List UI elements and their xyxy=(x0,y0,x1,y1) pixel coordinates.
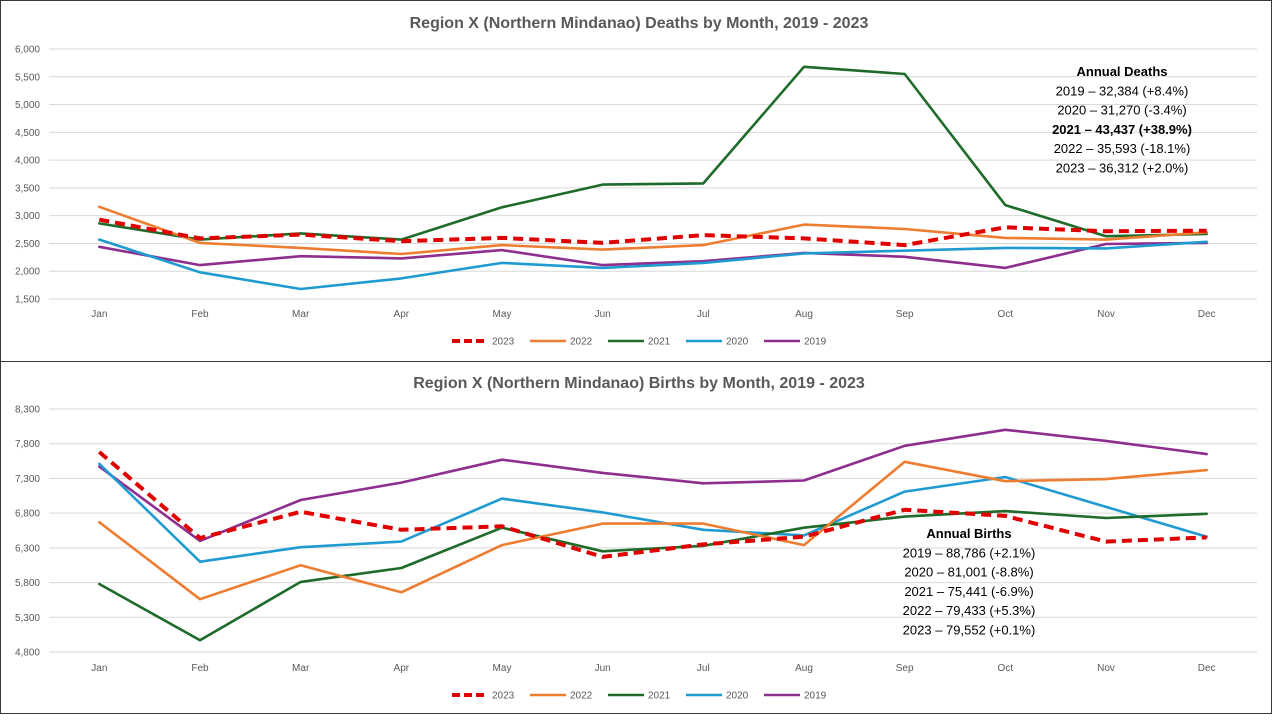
births-y-tick-label: 8,300 xyxy=(15,405,40,416)
births-legend-item-2020: 2020 xyxy=(686,691,749,702)
deaths-legend-item-2023: 2023 xyxy=(452,337,515,348)
deaths-x-tick-label: Aug xyxy=(795,309,813,320)
deaths-legend-item-2020: 2020 xyxy=(686,337,749,348)
deaths-legend-label: 2023 xyxy=(492,337,515,348)
births-x-tick-label: Nov xyxy=(1097,663,1115,674)
deaths-y-tick-label: 2,000 xyxy=(15,267,40,278)
births-series-line-2021 xyxy=(98,509,1208,642)
births-legend-item-2019: 2019 xyxy=(764,691,827,702)
deaths-annotation-title: Annual Deaths xyxy=(1076,64,1167,79)
births-x-tick-label: Jun xyxy=(595,663,611,674)
births-y-tick-label: 5,300 xyxy=(15,613,40,624)
births-x-tick-label: Dec xyxy=(1198,663,1216,674)
births-x-tick-label: May xyxy=(493,663,512,674)
deaths-line-chart: Region X (Northern Mindanao) Deaths by M… xyxy=(15,15,1257,348)
births-y-tick-label: 5,800 xyxy=(15,578,40,589)
deaths-series-line-2021 xyxy=(98,65,1208,241)
deaths-x-tick-label: Jul xyxy=(697,309,710,320)
deaths-series-line-2020 xyxy=(98,238,1208,291)
births-y-tick-label: 6,300 xyxy=(15,543,40,554)
deaths-x-tick-label: Nov xyxy=(1097,309,1115,320)
deaths-y-tick-label: 4,500 xyxy=(15,128,40,139)
births-line-chart: Region X (Northern Mindanao) Births by M… xyxy=(15,375,1257,702)
births-x-tick-label: Jul xyxy=(697,663,710,674)
deaths-y-tick-label: 3,500 xyxy=(15,183,40,194)
deaths-x-tick-label: Sep xyxy=(896,309,914,320)
births-annotation-title: Annual Births xyxy=(926,526,1011,541)
deaths-x-tick-label: May xyxy=(493,309,512,320)
deaths-annotation-line: 2023 – 36,312 (+2.0%) xyxy=(1056,161,1189,176)
births-legend-label: 2023 xyxy=(492,691,515,702)
deaths-y-tick-label: 5,000 xyxy=(15,100,40,111)
deaths-chart-title: Region X (Northern Mindanao) Deaths by M… xyxy=(410,15,869,32)
deaths-series-line-2022 xyxy=(98,205,1208,256)
deaths-chart-panel: Region X (Northern Mindanao) Deaths by M… xyxy=(0,0,1272,362)
deaths-x-tick-label: Apr xyxy=(394,309,410,320)
births-annotation-line: 2020 – 81,001 (-8.8%) xyxy=(904,565,1033,580)
deaths-x-tick-label: Oct xyxy=(998,309,1014,320)
births-x-tick-label: Sep xyxy=(896,663,914,674)
deaths-legend-label: 2021 xyxy=(648,337,671,348)
births-legend-item-2023: 2023 xyxy=(452,691,515,702)
births-annotation-line: 2021 – 75,441 (-6.9%) xyxy=(904,584,1033,599)
deaths-legend-label: 2020 xyxy=(726,337,749,348)
births-series-line-2019 xyxy=(98,428,1208,543)
births-legend-item-2022: 2022 xyxy=(530,691,593,702)
deaths-legend-label: 2022 xyxy=(570,337,593,348)
deaths-annotation-line: 2022 – 35,593 (-18.1%) xyxy=(1054,141,1191,156)
deaths-y-tick-label: 1,500 xyxy=(15,295,40,306)
births-annotation-line: 2022 – 79,433 (+5.3%) xyxy=(903,603,1036,618)
deaths-y-tick-label: 3,000 xyxy=(15,211,40,222)
deaths-x-tick-label: Jun xyxy=(595,309,611,320)
births-y-tick-label: 7,800 xyxy=(15,439,40,450)
births-legend-item-2021: 2021 xyxy=(608,691,671,702)
deaths-y-tick-label: 4,000 xyxy=(15,156,40,167)
deaths-annotation-line: 2019 – 32,384 (+8.4%) xyxy=(1056,83,1189,98)
deaths-x-tick-label: Dec xyxy=(1198,309,1216,320)
births-legend-label: 2022 xyxy=(570,691,593,702)
births-x-tick-label: Feb xyxy=(191,663,209,674)
deaths-legend-item-2021: 2021 xyxy=(608,337,671,348)
births-y-tick-label: 6,800 xyxy=(15,509,40,520)
births-series-line-2023 xyxy=(98,450,1207,559)
births-series-line-2022 xyxy=(98,460,1208,601)
deaths-annotation-line: 2020 – 31,270 (-3.4%) xyxy=(1057,103,1186,118)
births-annotation-line: 2019 – 88,786 (+2.1%) xyxy=(903,545,1036,560)
births-y-tick-label: 7,300 xyxy=(15,474,40,485)
births-x-tick-label: Mar xyxy=(292,663,310,674)
deaths-y-tick-label: 2,500 xyxy=(15,239,40,250)
deaths-series-line-2023 xyxy=(98,217,1207,248)
births-legend-label: 2021 xyxy=(648,691,671,702)
births-annotation-line: 2023 – 79,552 (+0.1%) xyxy=(903,623,1036,638)
deaths-x-tick-label: Feb xyxy=(191,309,209,320)
births-legend-label: 2019 xyxy=(804,691,827,702)
births-x-tick-label: Jan xyxy=(91,663,107,674)
deaths-annotation-line: 2021 – 43,437 (+38.9%) xyxy=(1052,122,1192,137)
deaths-x-tick-label: Jan xyxy=(91,309,107,320)
births-x-tick-label: Aug xyxy=(795,663,813,674)
births-x-tick-label: Oct xyxy=(998,663,1014,674)
deaths-legend-item-2022: 2022 xyxy=(530,337,593,348)
births-y-tick-label: 4,800 xyxy=(15,648,40,659)
deaths-legend-item-2019: 2019 xyxy=(764,337,827,348)
births-chart-panel: Region X (Northern Mindanao) Births by M… xyxy=(0,361,1272,714)
deaths-y-tick-label: 5,500 xyxy=(15,72,40,83)
births-x-tick-label: Apr xyxy=(394,663,410,674)
deaths-x-tick-label: Mar xyxy=(292,309,310,320)
deaths-legend-label: 2019 xyxy=(804,337,827,348)
births-chart-title: Region X (Northern Mindanao) Births by M… xyxy=(413,375,865,392)
births-legend-label: 2020 xyxy=(726,691,749,702)
deaths-y-tick-label: 6,000 xyxy=(15,45,40,56)
deaths-series-line-2019 xyxy=(98,241,1208,270)
